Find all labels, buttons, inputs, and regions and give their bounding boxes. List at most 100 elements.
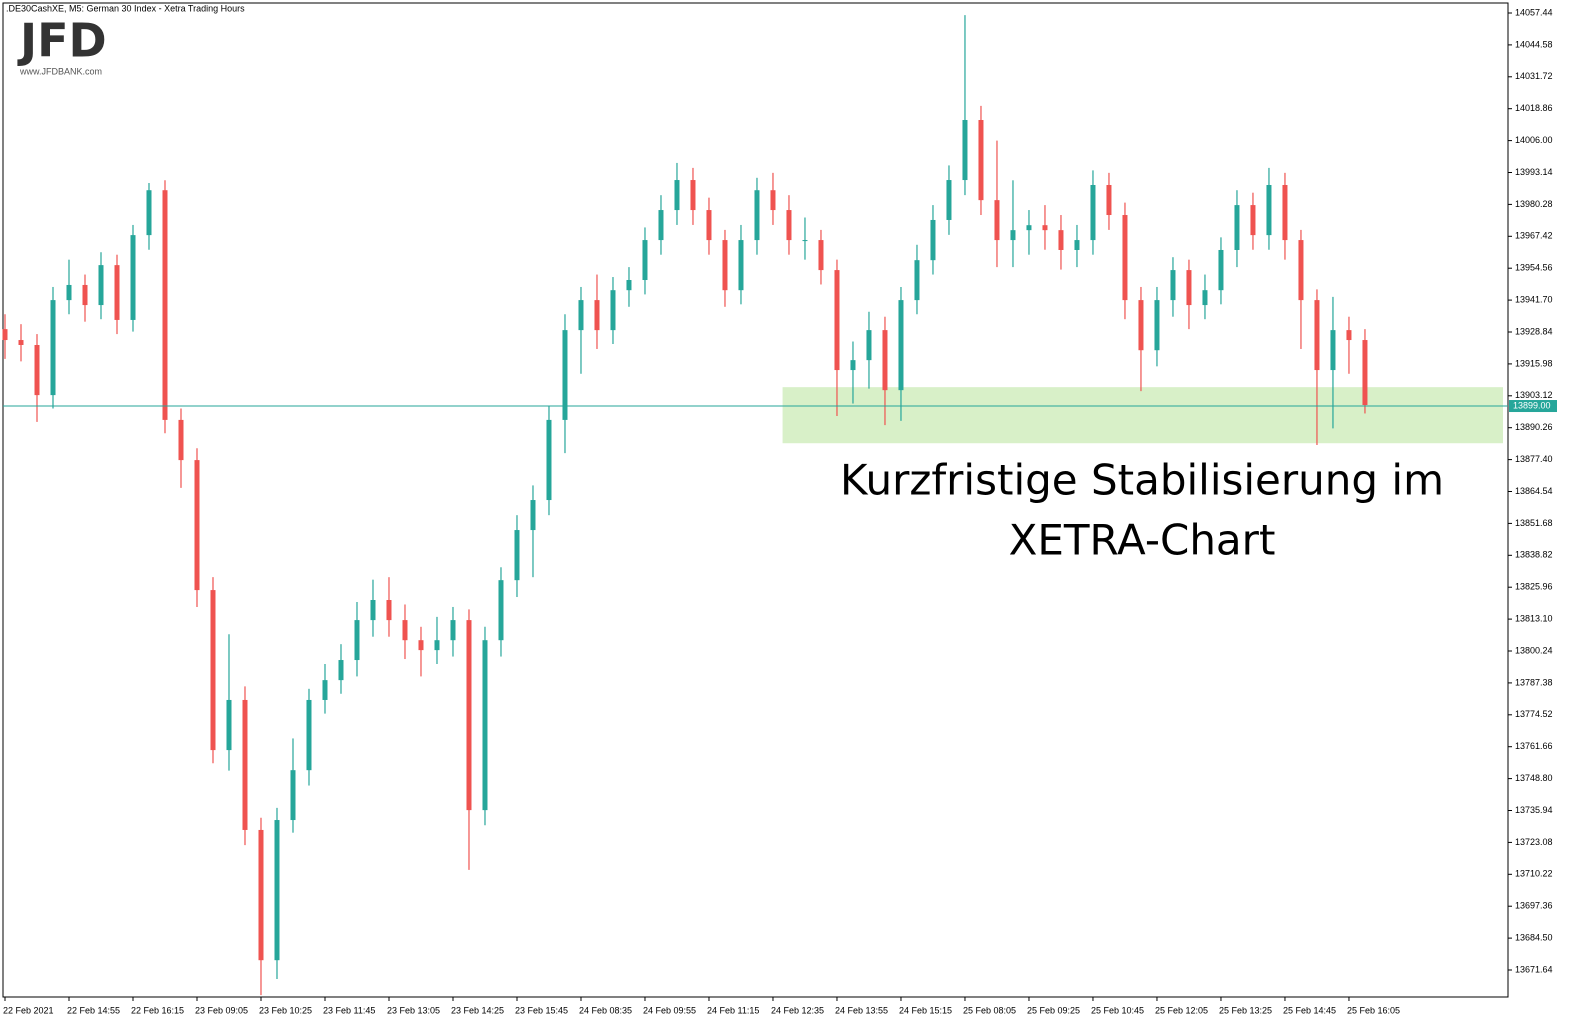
candle-body [946,180,952,220]
candle-body [770,190,776,211]
plot-frame [2,2,1509,998]
candle-body [738,240,744,291]
x-tick-label: 22 Feb 2021 [3,1005,54,1015]
candle-body [1170,270,1176,301]
candle-body [562,330,568,420]
y-tick-label: 13993.14 [1515,167,1553,177]
x-tick-label: 24 Feb 15:15 [899,1005,952,1015]
support-zone [782,387,1503,444]
x-tick-label: 23 Feb 09:05 [195,1005,248,1015]
candle-body [498,580,504,641]
y-tick-label: 13813.10 [1515,613,1553,623]
candle-body [354,620,360,661]
x-tick-label: 24 Feb 12:35 [771,1005,824,1015]
candle-body [274,820,280,961]
y-tick-label: 13735.94 [1515,805,1553,815]
candle-body [610,290,616,331]
candle-body [1026,225,1032,231]
candle-body [1362,340,1368,406]
candle-body [514,530,520,581]
candle-body [1122,215,1128,301]
candle-body [1314,300,1320,371]
logo-url: www.JFDBANK.com [19,66,102,76]
candle-body [66,284,72,301]
y-tick-label: 13941.70 [1515,294,1553,304]
candle-body [50,300,56,396]
x-tick-label: 25 Feb 12:05 [1155,1005,1208,1015]
candle-body [690,180,696,211]
candle-body [818,240,824,271]
candle-body [674,180,680,211]
candle-body [466,620,472,811]
candle-body [1042,225,1048,231]
y-tick-label: 14031.72 [1515,71,1553,81]
y-tick-label: 13774.52 [1515,709,1553,719]
candle-body [402,620,408,641]
candle-body [594,300,600,331]
candle-body [1074,240,1080,250]
candle-body [370,600,376,621]
candle-body [978,120,984,201]
candle-body [1090,185,1096,241]
candle-body [290,770,296,821]
y-tick-label: 13877.40 [1515,454,1553,464]
candle-body [1154,300,1160,351]
candle-body [82,284,88,306]
candle-body [114,265,120,320]
candle-body [258,829,264,961]
y-tick-label: 13903.12 [1515,390,1553,400]
candle-body [434,640,440,651]
candle-body [1266,185,1272,236]
y-tick-label: 13838.82 [1515,550,1553,560]
candle-body [1282,185,1288,241]
candle-body [786,210,792,241]
candle-body [194,460,200,591]
candle-body [834,270,840,371]
y-tick-label: 13723.08 [1515,837,1553,847]
x-tick-label: 25 Feb 13:25 [1219,1005,1272,1015]
candle-body [722,240,728,291]
candle-body [1202,290,1208,306]
y-tick-label: 13825.96 [1515,582,1553,592]
y-tick-label: 14006.00 [1515,135,1553,145]
x-tick-label: 22 Feb 14:55 [67,1005,120,1015]
candle-body [210,590,216,751]
candle-body [338,660,344,681]
candle-body [1250,205,1256,236]
y-tick-label: 13761.66 [1515,741,1553,751]
candle-body [546,419,552,501]
candle-body [386,600,392,621]
candle-body [18,340,24,345]
candle-body [1298,240,1304,301]
candle-body [34,344,40,396]
y-tick-label: 13915.98 [1515,358,1553,368]
candle-body [1330,330,1336,371]
x-tick-label: 23 Feb 11:45 [323,1005,375,1015]
annotation: Kurzfristige Stabilisierung im [840,456,1444,505]
y-tick-label: 13787.38 [1515,677,1553,687]
y-tick-label: 13864.54 [1515,486,1553,496]
candle-body [866,330,872,361]
candle-body [1106,185,1112,216]
x-tick-label: 23 Feb 14:25 [451,1005,504,1015]
candle-body [994,200,1000,241]
candle-body [98,265,104,306]
y-tick-label: 13697.36 [1515,901,1553,911]
x-tick-label: 25 Feb 08:05 [963,1005,1016,1015]
candle-body [1346,330,1352,341]
candle-body [1138,300,1144,351]
candle-body [482,640,488,811]
x-tick-label: 24 Feb 08:35 [579,1005,632,1015]
candle-body [898,300,904,391]
candle-body [322,680,328,700]
y-tick-label: 13967.42 [1515,231,1553,241]
y-tick-label: 13954.56 [1515,263,1553,273]
candle-body [418,640,424,651]
candle-body [1218,249,1224,291]
candle-body [242,699,248,830]
candle-body [306,699,312,771]
last-price-label: 13899.00 [1513,400,1551,410]
y-tick-label: 13851.68 [1515,518,1553,528]
candle-body [626,280,632,291]
candle-body [930,219,936,261]
